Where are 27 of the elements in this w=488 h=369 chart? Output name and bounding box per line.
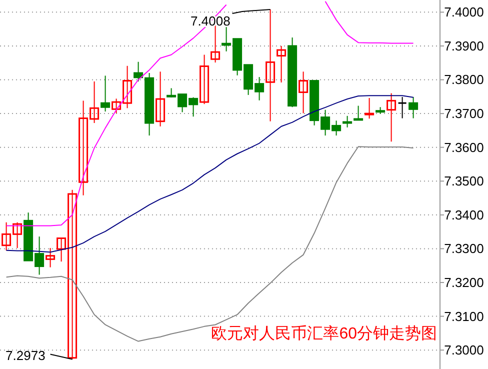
- y-tick-label: 7.3000: [444, 342, 484, 358]
- candlestick: [342, 115, 352, 128]
- y-tick-label: 7.3200: [444, 274, 484, 290]
- y-tick-label: 7.3600: [444, 140, 484, 155]
- text: 欧元对人民币汇率60分钟走势图: [211, 324, 437, 342]
- candlestick: [100, 75, 110, 112]
- candlestick: [200, 54, 210, 105]
- candlestick: [386, 92, 396, 142]
- y-tick-label: 7.3100: [444, 308, 484, 324]
- y-tick-label: 7.3800: [444, 72, 484, 88]
- candlestick: [408, 96, 418, 119]
- candlestick: [46, 248, 56, 268]
- candlestick: [298, 71, 308, 114]
- y-tick-label: 7.3300: [444, 241, 484, 256]
- candlestick: [364, 97, 374, 120]
- y-tick-label: 7.4000: [444, 4, 484, 20]
- candlestick: [276, 45, 286, 83]
- y-tick-label: 7.3700: [444, 106, 484, 122]
- y-tick-label: 7.3500: [444, 174, 484, 189]
- annotation: 7.2973: [6, 348, 46, 364]
- y-tick-label: 7.3900: [444, 38, 484, 54]
- candlestick: [398, 96, 408, 119]
- candlestick: [266, 8, 276, 122]
- line-series: [6, 95, 414, 253]
- candlestick: [354, 105, 364, 121]
- y-tick-label: 7.3400: [444, 207, 484, 222]
- candlestick: [156, 71, 166, 127]
